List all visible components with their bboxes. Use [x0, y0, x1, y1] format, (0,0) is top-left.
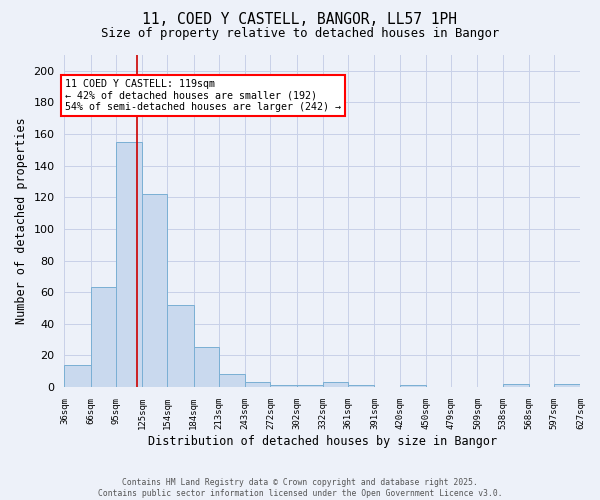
Bar	[245, 382, 271, 387]
Bar	[323, 382, 348, 387]
Bar	[296, 386, 323, 387]
Bar	[167, 305, 194, 387]
Bar	[271, 386, 296, 387]
Text: 11 COED Y CASTELL: 119sqm
← 42% of detached houses are smaller (192)
54% of semi: 11 COED Y CASTELL: 119sqm ← 42% of detac…	[65, 78, 341, 112]
Bar	[503, 384, 529, 387]
Bar	[348, 386, 374, 387]
X-axis label: Distribution of detached houses by size in Bangor: Distribution of detached houses by size …	[148, 434, 497, 448]
Bar	[64, 365, 91, 387]
Text: Contains HM Land Registry data © Crown copyright and database right 2025.
Contai: Contains HM Land Registry data © Crown c…	[98, 478, 502, 498]
Text: Size of property relative to detached houses in Bangor: Size of property relative to detached ho…	[101, 28, 499, 40]
Bar	[554, 384, 580, 387]
Bar	[194, 348, 219, 387]
Bar	[91, 288, 116, 387]
Bar	[116, 142, 142, 387]
Text: 11, COED Y CASTELL, BANGOR, LL57 1PH: 11, COED Y CASTELL, BANGOR, LL57 1PH	[143, 12, 458, 28]
Bar	[219, 374, 245, 387]
Y-axis label: Number of detached properties: Number of detached properties	[15, 118, 28, 324]
Bar	[400, 386, 426, 387]
Bar	[142, 194, 167, 387]
